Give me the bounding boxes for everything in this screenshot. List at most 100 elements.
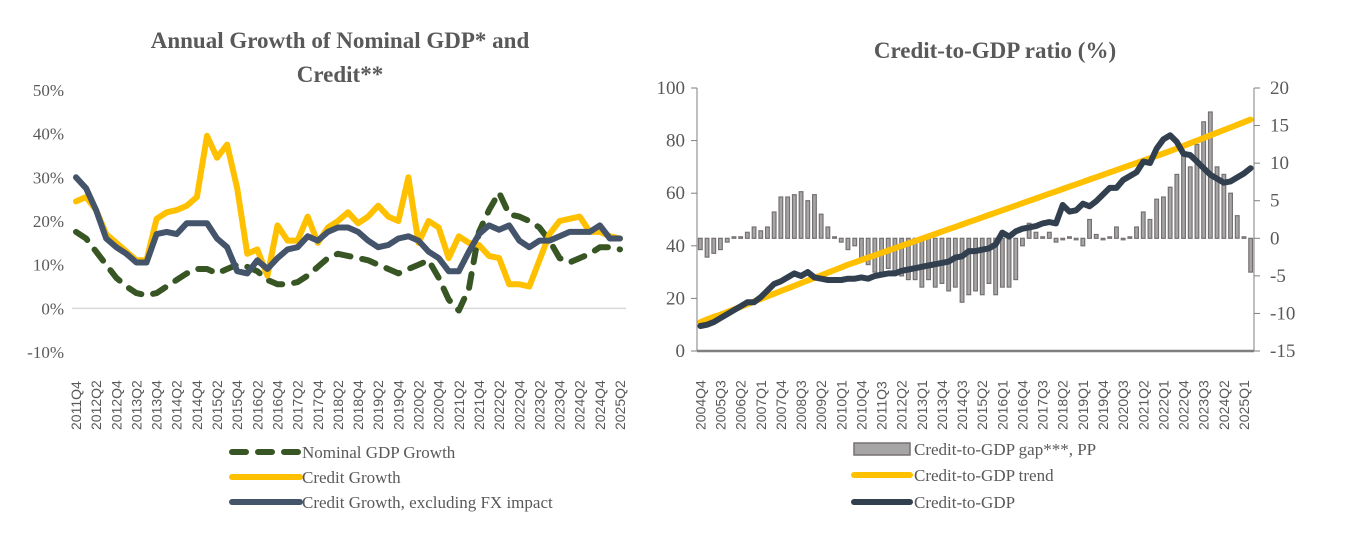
- right-gap-bar: [905, 237, 911, 281]
- left-chart-title-line2: Credit**: [296, 62, 384, 87]
- left-x-tick-label: 2021Q4: [471, 380, 487, 430]
- right-x-tick-label: 2016Q4: [1014, 380, 1030, 430]
- right-x-tick-label: 2010Q4: [853, 380, 869, 430]
- right-x-tick-label: 2020Q3: [1115, 380, 1131, 430]
- right-x-tick-label: 2011Q3: [874, 381, 890, 430]
- right-right-y-tick-label: 20: [1270, 78, 1289, 99]
- right-gap-bar: [1046, 231, 1052, 239]
- left-x-tick-label: 2022Q2: [491, 380, 507, 430]
- left-x-tick-label: 2017Q2: [290, 380, 306, 430]
- right-x-tick-label: 2007Q1: [753, 380, 769, 430]
- right-gap-bar: [717, 237, 723, 251]
- right-gap-bar: [1134, 226, 1139, 239]
- right-x-tick-label: 2013Q4: [934, 380, 950, 430]
- right-gap-bar: [744, 231, 750, 239]
- right-gap-bar: [1228, 192, 1233, 239]
- left-x-tick-label: 2023Q4: [552, 380, 568, 430]
- right-gap-bar: [919, 237, 925, 288]
- right-gap-bar: [1241, 236, 1247, 239]
- right-gap-bar: [1234, 215, 1240, 239]
- right-x-tick-label: 2012Q2: [894, 380, 910, 430]
- right-gap-bar: [825, 226, 831, 239]
- right-gap-bar: [805, 200, 811, 239]
- left-x-tick-label: 2012Q4: [108, 380, 124, 430]
- right-gap-bar: [986, 237, 992, 285]
- right-gap-bar: [1053, 237, 1059, 243]
- right-legend-label: Credit-to-GDP trend: [914, 466, 1054, 485]
- left-y-tick-label: 10%: [33, 256, 64, 275]
- left-x-tick-label: 2014Q2: [169, 380, 185, 430]
- right-x-tick-label: 2019Q1: [1075, 380, 1091, 430]
- right-gap-bar: [704, 237, 710, 258]
- right-gap-bar: [845, 237, 851, 251]
- right-gap-bar: [1154, 198, 1160, 239]
- right-gap-bar: [711, 237, 717, 254]
- right-gap-bar: [899, 237, 905, 277]
- right-gap-bar: [892, 237, 898, 276]
- left-x-tick-label: 2020Q2: [411, 380, 427, 430]
- right-right-y-tick-label: -5: [1270, 266, 1286, 287]
- right-gap-bar: [1080, 237, 1086, 247]
- left-y-tick-label: -10%: [27, 343, 64, 362]
- right-gap-bar: [1174, 173, 1180, 239]
- right-x-tick-label: 2018Q2: [1055, 380, 1071, 430]
- right-gap-bar: [1187, 166, 1193, 239]
- right-credit-to-gdp-line: [697, 132, 1254, 329]
- right-gap-bar: [758, 230, 764, 239]
- right-gap-bar: [738, 236, 744, 239]
- right-gap-bar: [751, 226, 757, 239]
- right-gap-bar: [764, 226, 770, 239]
- left-legend-label: Credit Growth, excluding FX impact: [302, 493, 553, 512]
- left-series-credit-growth-excl-fx-line: [73, 174, 623, 277]
- right-left-y-tick-label: 40: [666, 236, 685, 257]
- right-gap-bar: [1006, 237, 1012, 288]
- right-x-tick-label: 2013Q1: [914, 380, 930, 430]
- right-x-tick-label: 2017Q3: [1035, 380, 1051, 430]
- left-x-tick-label: 2014Q4: [189, 380, 205, 430]
- left-y-tick-label: 30%: [33, 168, 64, 187]
- right-right-y-tick-label: -15: [1270, 341, 1295, 362]
- left-x-tick-label: 2012Q2: [88, 380, 104, 430]
- right-x-tick-label: 2025Q1: [1236, 380, 1252, 430]
- right-x-tick-label: 2015Q2: [974, 380, 990, 430]
- left-x-tick-label: 2019Q2: [370, 380, 386, 430]
- right-gap-bar: [724, 237, 730, 243]
- right-gap-bar: [818, 213, 824, 239]
- right-left-y-tick-label: 80: [666, 131, 685, 152]
- left-legend-label: Nominal GDP Growth: [302, 443, 456, 462]
- right-legend-swatch-gap: [853, 442, 911, 456]
- right-chart-title: Credit-to-GDP ratio (%): [873, 38, 1117, 63]
- right-gap-bar: [1160, 196, 1166, 239]
- right-gap-bar: [1194, 143, 1200, 239]
- left-x-tick-label: 2011Q4: [68, 381, 84, 430]
- left-x-tick-label: 2022Q4: [511, 380, 527, 430]
- right-x-tick-label: 2004Q4: [692, 380, 708, 430]
- left-y-tick-label: 0%: [41, 299, 64, 318]
- right-x-tick-label: 2022Q1: [1155, 380, 1171, 430]
- right-x-tick-label: 2022Q4: [1176, 380, 1192, 430]
- left-x-tick-label: 2024Q4: [592, 380, 608, 430]
- right-gap-bar: [926, 237, 932, 281]
- right-gap-bar: [1221, 173, 1227, 239]
- right-x-tick-label: 2021Q2: [1135, 380, 1151, 430]
- right-x-tick-label: 2023Q3: [1196, 380, 1212, 430]
- left-y-tick-label: 50%: [33, 81, 64, 100]
- left-legend-label: Credit Growth: [302, 468, 401, 487]
- right-gap-bar: [1147, 218, 1153, 239]
- right-gap-bar: [1087, 218, 1092, 239]
- right-gap-bar: [697, 237, 703, 251]
- right-gap-bar: [1167, 186, 1173, 239]
- right-gap-bar: [852, 237, 858, 247]
- right-gap-bar: [1201, 121, 1207, 239]
- right-gap-bar: [973, 237, 979, 292]
- right-right-y-tick-label: -10: [1270, 303, 1295, 324]
- right-gap-bar: [1120, 237, 1126, 241]
- right-x-tick-label: 2006Q2: [733, 380, 749, 430]
- right-x-tick-label: 2019Q4: [1095, 380, 1111, 430]
- right-legend-label: Credit-to-GDP gap***, PP: [914, 440, 1096, 459]
- right-gap-bar: [1127, 236, 1133, 239]
- right-gap-bar: [731, 236, 737, 239]
- right-gap-bar: [1181, 151, 1186, 239]
- right-gap-bar: [966, 237, 972, 296]
